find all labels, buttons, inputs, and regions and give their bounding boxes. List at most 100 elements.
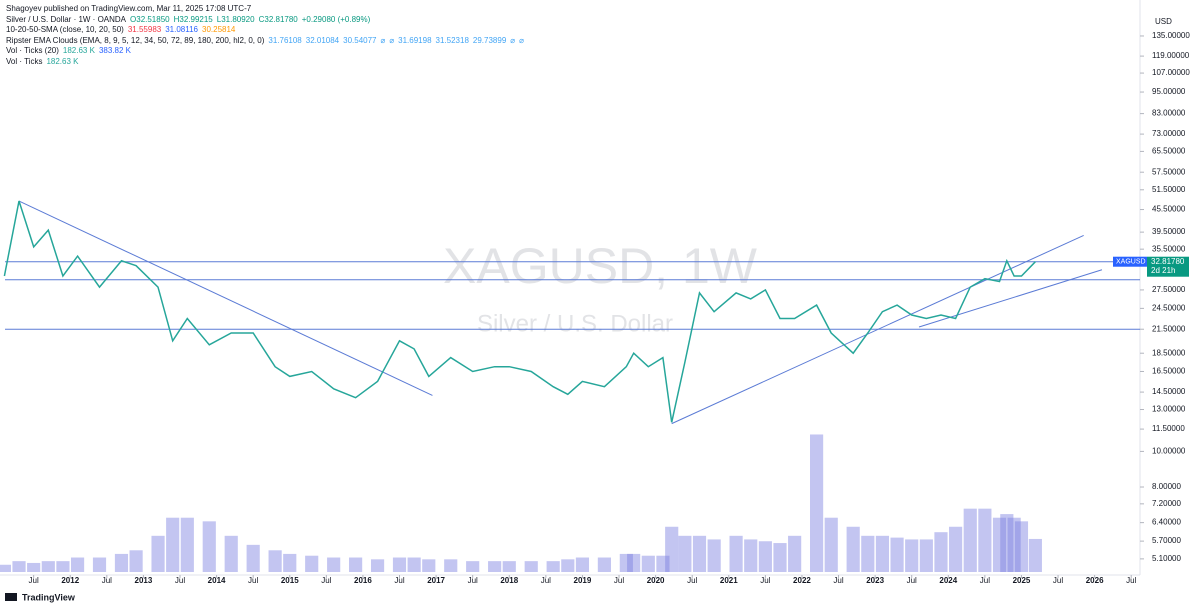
legend-label: Silver / U.S. Dollar · 1W · OANDA <box>6 14 127 24</box>
volume-bar <box>992 517 1007 572</box>
legend-value: 31.08116 <box>165 25 198 34</box>
countdown: 2d 21h <box>1151 266 1175 275</box>
volume-bar <box>56 561 70 572</box>
legend-label: Ripster EMA Clouds (EMA, 8, 9, 5, 12, 34… <box>6 35 265 45</box>
y-tick-label: 119.00000 <box>1152 51 1190 60</box>
x-tick-label: 2012 <box>61 576 79 585</box>
y-tick-label: 39.50000 <box>1152 227 1186 236</box>
x-tick-label: 2023 <box>866 576 884 585</box>
x-tick-label: Jul <box>102 576 112 585</box>
volume-bar <box>1000 514 1014 572</box>
y-tick-label: 35.50000 <box>1152 244 1186 253</box>
price-line <box>3 200 1036 423</box>
y-tick-label: 10.00000 <box>1152 447 1186 456</box>
x-tick-label: 2026 <box>1086 576 1104 585</box>
volume-bar <box>875 535 890 572</box>
x-tick-label: Jul <box>1053 576 1063 585</box>
legend-value: 31.69198 <box>398 35 432 45</box>
legend-line: Vol · Ticks 182.63 K <box>6 57 524 68</box>
volume-bar <box>349 557 363 572</box>
volume-bar <box>305 555 319 572</box>
legend-value: 182.63 K <box>46 56 79 66</box>
volume-bar <box>370 559 385 572</box>
y-tick-label: 65.50000 <box>1152 147 1186 156</box>
y-tick-label: 6.40000 <box>1152 518 1181 527</box>
legend-value: 32.01084 <box>305 35 340 45</box>
volume-bar <box>919 539 933 572</box>
legend-value: 31.55983 <box>127 25 162 34</box>
volume-bar <box>692 535 707 572</box>
volume-bar <box>224 535 238 572</box>
x-tick-label: 2025 <box>1013 576 1031 585</box>
price-tag <box>1147 256 1189 277</box>
y-tick-label: 27.50000 <box>1152 285 1186 294</box>
volume-bar <box>934 532 948 572</box>
volume-bar <box>619 553 633 572</box>
watermark-subtitle: Silver / U.S. Dollar <box>477 310 673 337</box>
volume-bar <box>246 544 260 572</box>
legend: Shagoyev published on TradingView.com, M… <box>6 4 524 67</box>
volume-bar <box>978 508 992 572</box>
y-tick-label: 14.50000 <box>1152 387 1186 396</box>
volume-bar <box>707 539 721 572</box>
y-tick-label: 11.50000 <box>1152 424 1185 433</box>
volume-bar <box>744 539 758 572</box>
y-tick-label: 5.10000 <box>1152 554 1181 563</box>
volume-bar <box>202 521 216 572</box>
x-tick-label: 2015 <box>281 576 299 585</box>
watermark: XAGUSD, 1W <box>443 238 758 294</box>
x-tick-label: 2017 <box>427 576 445 585</box>
legend-value: ⌀ <box>389 35 395 45</box>
logo <box>5 593 17 601</box>
x-tick-label: 2019 <box>574 576 592 585</box>
legend-value: ⌀ <box>380 35 386 45</box>
legend-value: 30.54077 <box>343 35 377 45</box>
volume-bar <box>1028 538 1042 572</box>
volume-bar <box>466 561 480 572</box>
y-tick-label: 8.00000 <box>1152 482 1181 491</box>
volume-bar <box>846 526 860 572</box>
volume-bar <box>788 535 802 572</box>
x-tick-label: Jul <box>687 576 697 585</box>
volume-bar <box>180 517 194 572</box>
legend-value: C32.81780 <box>258 14 298 24</box>
symbol-tag-label: XAGUSD <box>1116 259 1146 266</box>
legend-value: ⌀ <box>519 35 524 45</box>
x-tick-label: Jul <box>468 576 478 585</box>
x-tick-label: Jul <box>907 576 917 585</box>
x-tick-label: Jul <box>175 576 185 585</box>
volume-bar <box>641 555 655 572</box>
legend-value: 31.76108 <box>268 35 302 45</box>
volume-bar <box>92 557 107 572</box>
y-tick-label: 83.00000 <box>1152 109 1186 118</box>
x-tick-label: Jul <box>833 576 843 585</box>
volume-bar <box>27 562 41 572</box>
volume-bar <box>758 541 772 572</box>
x-tick-label: Jul <box>614 576 624 585</box>
y-tick-label: 51.50000 <box>1152 185 1186 194</box>
legend-line: Vol · Ticks (20) 182.63 K 383.82 K <box>6 46 524 57</box>
x-tick-label: 2018 <box>500 576 518 585</box>
volume-bar <box>166 517 180 572</box>
legend-value: +0.29080 (+0.89%) <box>301 14 371 24</box>
volume-bar <box>656 555 670 572</box>
y-tick-label: 45.50000 <box>1152 205 1186 214</box>
publisher: Shagoyev published on TradingView.com, M… <box>6 4 252 13</box>
volume-bar <box>268 550 282 572</box>
footer: TradingView <box>22 592 76 602</box>
legend-value: H32.99215 <box>173 14 213 24</box>
volume-bar <box>407 557 421 572</box>
volume-bar <box>0 564 11 572</box>
y-tick-label: 73.00000 <box>1152 129 1186 138</box>
symbol-tag <box>1113 256 1147 267</box>
y-tick-label: 21.50000 <box>1152 324 1186 333</box>
y-tick-label: 16.50000 <box>1152 367 1186 376</box>
x-tick-label: Jul <box>29 576 39 585</box>
x-tick-label: 2014 <box>208 576 226 585</box>
legend-value: 30.25814 <box>202 25 236 34</box>
legend-value: 182.63 K <box>62 46 95 55</box>
legend-line: 10-20-50-SMA (close, 10, 20, 50) 31.55983… <box>6 25 524 36</box>
volume-bar <box>422 559 436 572</box>
